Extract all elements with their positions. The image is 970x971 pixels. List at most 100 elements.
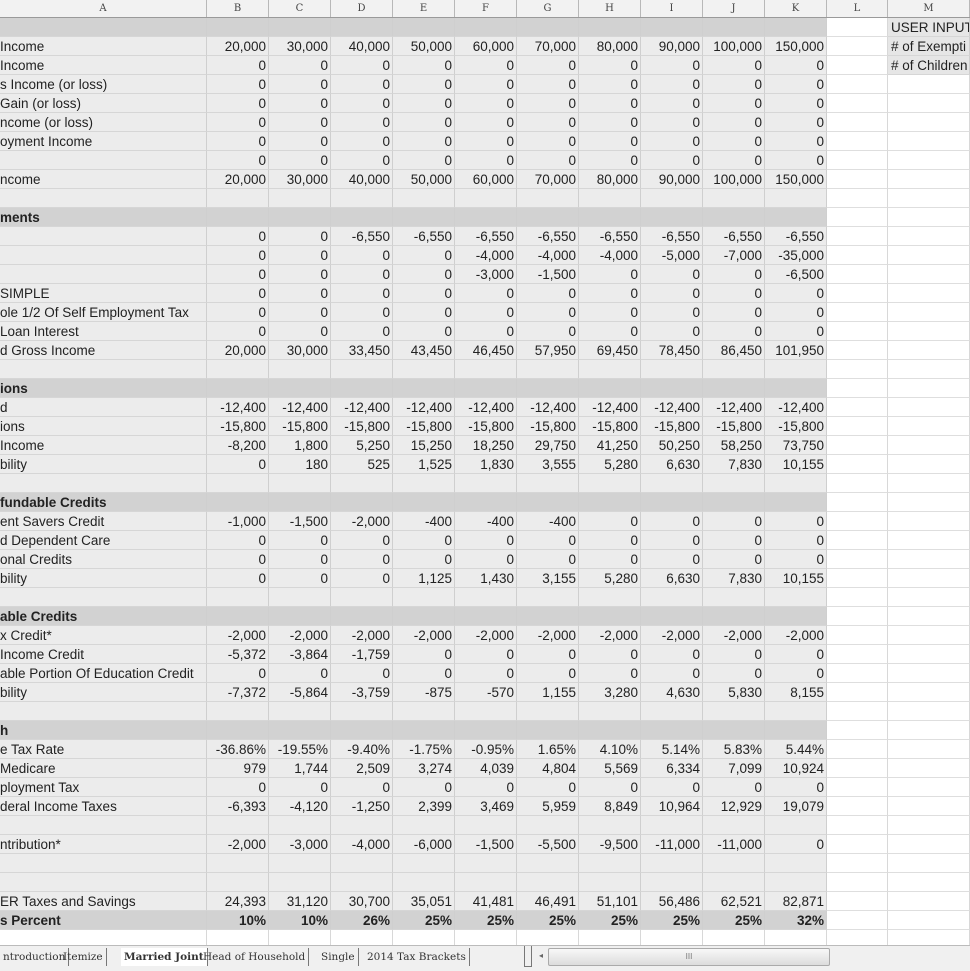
value-cell-e[interactable] [393, 360, 455, 379]
value-cell-d[interactable]: -1,250 [331, 797, 393, 816]
empty-cell-m[interactable] [888, 911, 970, 930]
value-cell-i[interactable]: 0 [641, 284, 703, 303]
value-cell-e[interactable]: -1.75% [393, 740, 455, 759]
value-cell-c[interactable]: 10% [269, 911, 331, 930]
value-cell-d[interactable]: 0 [331, 303, 393, 322]
value-cell-j[interactable]: 100,000 [703, 37, 765, 56]
value-cell-i[interactable] [641, 702, 703, 721]
value-cell-k[interactable]: 0 [765, 550, 827, 569]
value-cell-c[interactable]: -3,864 [269, 645, 331, 664]
value-cell-g[interactable]: 0 [517, 284, 579, 303]
value-cell-b[interactable] [207, 721, 269, 740]
column-header-c[interactable]: C [269, 0, 331, 17]
row-label-cell[interactable]: Gain (or loss) [0, 94, 207, 113]
row-label-cell[interactable] [0, 246, 207, 265]
value-cell-g[interactable]: 70,000 [517, 37, 579, 56]
value-cell-h[interactable]: -12,400 [579, 398, 641, 417]
value-cell-j[interactable]: 0 [703, 303, 765, 322]
value-cell-h[interactable]: -9,500 [579, 835, 641, 854]
value-cell-h[interactable]: 3,280 [579, 683, 641, 702]
value-cell-f[interactable]: 60,000 [455, 37, 517, 56]
empty-cell-l[interactable] [827, 759, 888, 778]
empty-cell-l[interactable] [827, 512, 888, 531]
value-cell-k[interactable] [765, 18, 827, 37]
value-cell-b[interactable]: 979 [207, 759, 269, 778]
value-cell-b[interactable]: -1,000 [207, 512, 269, 531]
value-cell-f[interactable]: 0 [455, 664, 517, 683]
column-header-d[interactable]: D [331, 0, 393, 17]
empty-cell-l[interactable] [827, 911, 888, 930]
value-cell-g[interactable] [517, 360, 579, 379]
value-cell-e[interactable] [393, 873, 455, 892]
column-header-j[interactable]: J [703, 0, 765, 17]
empty-cell-l[interactable] [827, 569, 888, 588]
row-label-cell[interactable]: onal Credits [0, 550, 207, 569]
value-cell-b[interactable]: -15,800 [207, 417, 269, 436]
value-cell-k[interactable]: 0 [765, 132, 827, 151]
value-cell-b[interactable]: -2,000 [207, 626, 269, 645]
row-label-cell[interactable]: ole 1/2 Of Self Employment Tax [0, 303, 207, 322]
value-cell-i[interactable]: 0 [641, 645, 703, 664]
sheet-tab-married-joint[interactable]: Married Joint [121, 948, 208, 966]
row-label-cell[interactable] [0, 474, 207, 493]
value-cell-d[interactable]: -4,000 [331, 835, 393, 854]
row-label-cell[interactable]: able Credits [0, 607, 207, 626]
row-label-cell[interactable]: deral Income Taxes [0, 797, 207, 816]
row-label-cell[interactable]: s Income (or loss) [0, 75, 207, 94]
empty-cell-m[interactable] [888, 569, 970, 588]
value-cell-e[interactable]: -2,000 [393, 626, 455, 645]
value-cell-i[interactable]: 0 [641, 322, 703, 341]
value-cell-c[interactable] [269, 379, 331, 398]
row-label-cell[interactable]: SIMPLE [0, 284, 207, 303]
empty-cell-l[interactable] [827, 474, 888, 493]
value-cell-k[interactable]: 0 [765, 835, 827, 854]
value-cell-h[interactable]: 0 [579, 113, 641, 132]
empty-cell-m[interactable] [888, 360, 970, 379]
row-label-cell[interactable]: able Portion Of Education Credit [0, 664, 207, 683]
empty-cell-m[interactable] [888, 265, 970, 284]
user-input-exemptions-label[interactable]: # of Exempti [888, 37, 970, 56]
empty-cell-m[interactable] [888, 436, 970, 455]
row-label-cell[interactable]: ments [0, 208, 207, 227]
row-label-cell[interactable]: h [0, 721, 207, 740]
value-cell-f[interactable]: 41,481 [455, 892, 517, 911]
sheet-tab-2014-tax-brackets[interactable]: 2014 Tax Brackets [364, 948, 470, 966]
value-cell-b[interactable]: -8,200 [207, 436, 269, 455]
value-cell-f[interactable]: -4,000 [455, 246, 517, 265]
empty-cell-m[interactable] [888, 227, 970, 246]
value-cell-d[interactable] [331, 873, 393, 892]
value-cell-h[interactable]: 0 [579, 664, 641, 683]
value-cell-f[interactable] [455, 702, 517, 721]
value-cell-f[interactable]: 25% [455, 911, 517, 930]
empty-cell-l[interactable] [827, 778, 888, 797]
value-cell-d[interactable]: 26% [331, 911, 393, 930]
value-cell-f[interactable]: 0 [455, 645, 517, 664]
empty-cell-m[interactable] [888, 645, 970, 664]
value-cell-d[interactable]: 40,000 [331, 37, 393, 56]
row-label-cell[interactable]: e Tax Rate [0, 740, 207, 759]
row-label-cell[interactable]: Income [0, 37, 207, 56]
value-cell-j[interactable] [703, 816, 765, 835]
empty-cell-m[interactable] [888, 626, 970, 645]
value-cell-b[interactable]: 0 [207, 455, 269, 474]
empty-cell-l[interactable] [827, 816, 888, 835]
value-cell-h[interactable]: 0 [579, 303, 641, 322]
value-cell-d[interactable]: 0 [331, 132, 393, 151]
value-cell-b[interactable] [207, 379, 269, 398]
value-cell-c[interactable] [269, 18, 331, 37]
value-cell-j[interactable] [703, 360, 765, 379]
empty-cell-l[interactable] [827, 398, 888, 417]
value-cell-e[interactable] [393, 474, 455, 493]
value-cell-h[interactable] [579, 474, 641, 493]
value-cell-g[interactable]: -5,500 [517, 835, 579, 854]
value-cell-f[interactable]: 0 [455, 778, 517, 797]
value-cell-j[interactable]: -2,000 [703, 626, 765, 645]
value-cell-d[interactable]: 0 [331, 322, 393, 341]
value-cell-j[interactable]: 0 [703, 113, 765, 132]
value-cell-k[interactable]: 101,950 [765, 341, 827, 360]
value-cell-j[interactable]: 100,000 [703, 170, 765, 189]
value-cell-g[interactable]: 0 [517, 664, 579, 683]
value-cell-d[interactable] [331, 208, 393, 227]
value-cell-c[interactable]: -4,120 [269, 797, 331, 816]
value-cell-e[interactable]: -875 [393, 683, 455, 702]
